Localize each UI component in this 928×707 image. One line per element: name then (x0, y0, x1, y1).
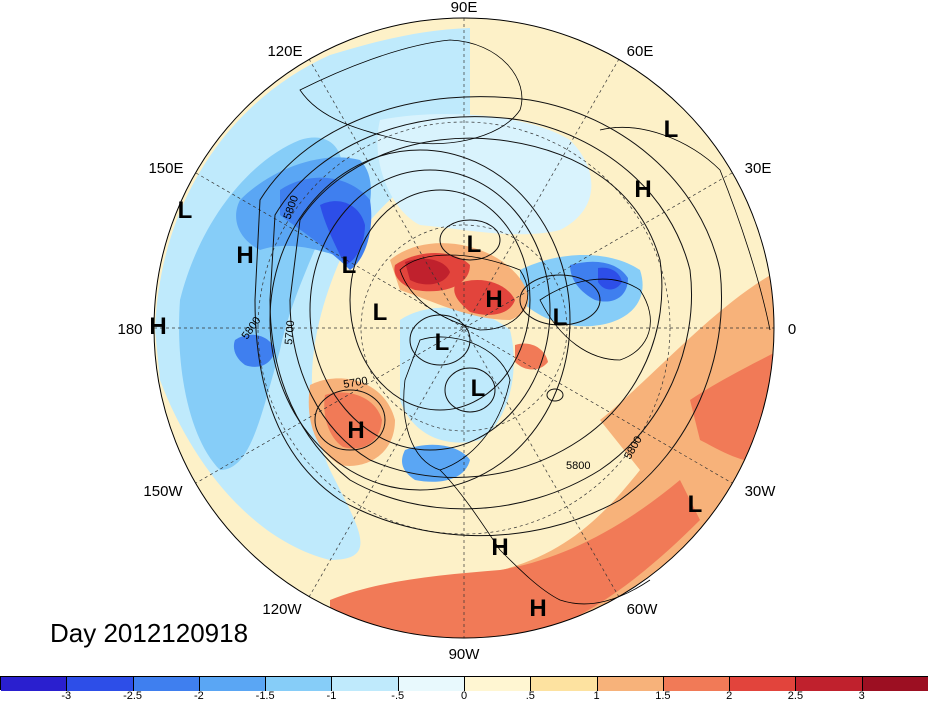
pressure-center-marker: H (485, 286, 502, 313)
contour-label: 5700 (342, 375, 368, 391)
colorbar-swatch (67, 677, 134, 691)
colorbar-swatch (465, 677, 532, 691)
pressure-center-marker: L (435, 329, 450, 356)
colorbar-tick-label: 1 (593, 690, 600, 702)
lon-label-120w: 120W (262, 601, 302, 618)
colorbar-swatch (862, 677, 928, 691)
colorbar-tick-label: 2 (726, 690, 733, 702)
contour-label: 5700 (283, 320, 297, 345)
colorbar-tick-label: -3 (61, 690, 72, 702)
pressure-center-marker: H (529, 595, 546, 622)
colorbar (0, 676, 928, 691)
lon-label-120e: 120E (267, 43, 302, 60)
lon-label-0: 0 (788, 321, 796, 338)
lon-label-150w: 150W (143, 483, 183, 500)
lon-label-30e: 30E (745, 160, 772, 177)
longitude-labels: 90E 60E 30E 0 30W 60W 90W 120W 150W 180 … (117, 0, 796, 663)
lon-label-180: 180 (117, 321, 142, 338)
colorbar-tick-label: -1 (326, 690, 337, 702)
colorbar-tick-label: -1.5 (255, 690, 275, 702)
colorbar-swatch (332, 677, 399, 691)
lon-label-60e: 60E (627, 43, 654, 60)
pressure-center-marker: L (688, 491, 703, 518)
colorbar-swatch (266, 677, 333, 691)
pressure-center-marker: H (149, 313, 166, 340)
colorbar-swatch (663, 677, 731, 691)
lon-label-30w: 30W (745, 483, 777, 500)
colorbar-swatch (199, 677, 267, 691)
colorbar-tick-label: -2.5 (123, 690, 143, 702)
colorbar-swatch (1, 677, 68, 691)
pressure-center-marker: H (236, 242, 253, 269)
pressure-center-marker: L (553, 304, 568, 331)
colorbar-tick-label: 2.5 (787, 690, 804, 702)
colorbar-tick-label: -.5 (391, 690, 405, 702)
colorbar-swatch (133, 677, 200, 691)
lon-label-60w: 60W (627, 601, 659, 618)
coastlines (299, 39, 771, 605)
pressure-center-marker: L (467, 231, 482, 258)
pressure-center-marker: H (347, 417, 364, 444)
colorbar-swatch (730, 677, 797, 691)
pressure-centers: L H L H L H L L L L L H H L H H (149, 116, 702, 622)
pressure-center-marker: L (178, 197, 193, 224)
colorbar-swatch (796, 677, 863, 691)
colorbar-swatch (597, 677, 664, 691)
colorbar-tick-label: 0 (460, 690, 468, 702)
pressure-center-marker: L (664, 116, 679, 143)
pressure-center-marker: L (373, 299, 388, 326)
colorbar-swatch (398, 677, 465, 691)
pressure-center-marker: L (471, 375, 486, 402)
lon-label-90e: 90E (451, 0, 478, 16)
colorbar-tick-label: -2 (193, 690, 204, 702)
contour-label: 5800 (566, 460, 590, 472)
colorbar-tick-label: 1.5 (655, 690, 671, 702)
pressure-center-marker: H (634, 176, 651, 203)
colorbar-swatch (531, 677, 598, 691)
lon-label-150e: 150E (148, 160, 183, 177)
map-boundary (153, 17, 775, 639)
pressure-center-marker: H (491, 534, 508, 561)
height-contours (254, 96, 722, 537)
colorbar-tick-label: .5 (525, 690, 535, 702)
pressure-center-marker: L (342, 252, 357, 279)
lon-label-90w: 90W (449, 646, 481, 663)
colorbar-tick-label: 3 (858, 690, 865, 702)
date-title: Day 2012120918 (50, 618, 249, 648)
graticule (154, 18, 774, 638)
